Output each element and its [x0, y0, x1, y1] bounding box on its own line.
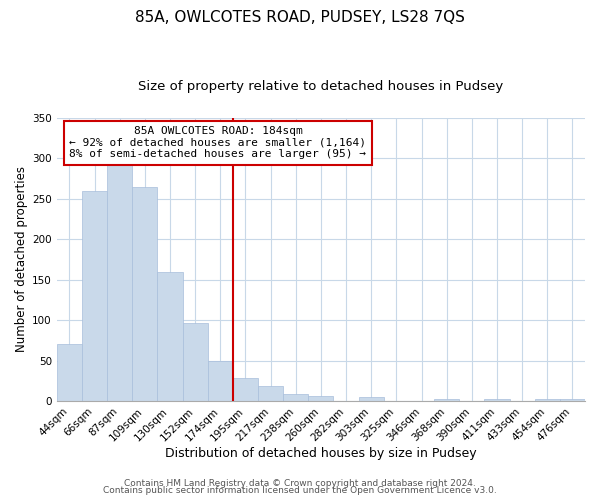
Bar — [258, 386, 283, 401]
Title: Size of property relative to detached houses in Pudsey: Size of property relative to detached ho… — [138, 80, 503, 93]
Bar — [434, 398, 459, 401]
Bar — [359, 397, 384, 401]
Bar — [535, 400, 560, 401]
Bar — [484, 400, 509, 401]
Bar — [308, 396, 334, 401]
Bar — [157, 272, 182, 401]
Text: Contains public sector information licensed under the Open Government Licence v3: Contains public sector information licen… — [103, 486, 497, 495]
Text: 85A OWLCOTES ROAD: 184sqm
← 92% of detached houses are smaller (1,164)
8% of sem: 85A OWLCOTES ROAD: 184sqm ← 92% of detac… — [70, 126, 367, 160]
Bar — [57, 344, 82, 401]
Bar — [132, 186, 157, 401]
Bar — [182, 322, 208, 401]
Text: Contains HM Land Registry data © Crown copyright and database right 2024.: Contains HM Land Registry data © Crown c… — [124, 478, 476, 488]
Bar — [560, 400, 585, 401]
Bar — [283, 394, 308, 401]
Text: 85A, OWLCOTES ROAD, PUDSEY, LS28 7QS: 85A, OWLCOTES ROAD, PUDSEY, LS28 7QS — [135, 10, 465, 25]
Bar — [208, 362, 233, 401]
X-axis label: Distribution of detached houses by size in Pudsey: Distribution of detached houses by size … — [165, 447, 477, 460]
Bar — [107, 164, 132, 401]
Y-axis label: Number of detached properties: Number of detached properties — [15, 166, 28, 352]
Bar — [233, 378, 258, 401]
Bar — [82, 190, 107, 401]
